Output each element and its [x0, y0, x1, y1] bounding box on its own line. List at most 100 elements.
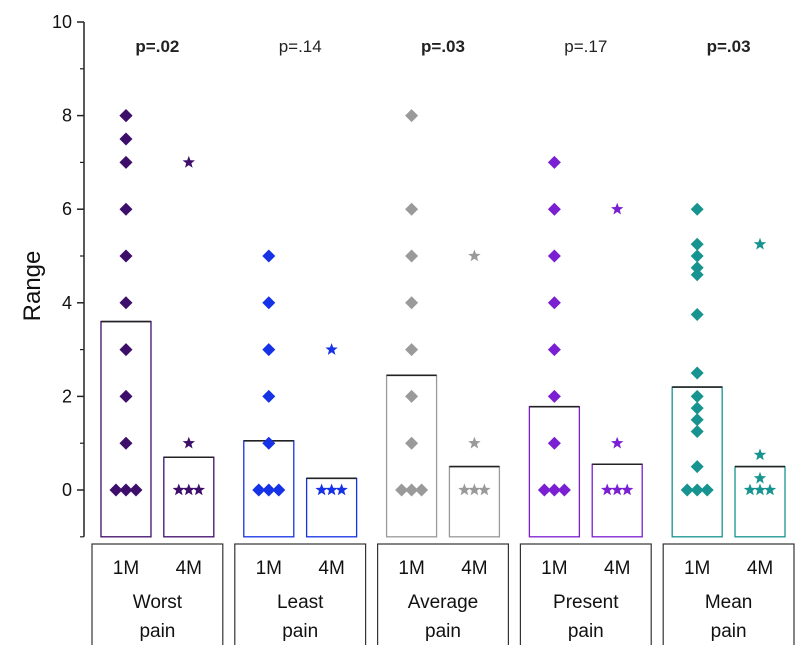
data-point: [325, 483, 338, 496]
data-point: [690, 268, 704, 282]
data-point: [272, 483, 286, 497]
data-point: [262, 296, 276, 310]
data-point: [325, 343, 338, 355]
data-point: [690, 237, 704, 251]
data-point: [547, 389, 561, 403]
data-point: [415, 483, 429, 497]
data-point: [680, 483, 694, 497]
p-value: p=.17: [564, 37, 607, 56]
category-box: [91, 543, 224, 645]
group-label: pain: [711, 621, 747, 642]
data-point: [119, 249, 133, 263]
data-point: [182, 155, 195, 168]
data-point: [743, 483, 757, 496]
data-point: [182, 483, 195, 496]
data-point: [468, 483, 481, 496]
data-point: [119, 389, 133, 403]
group-label: Average: [408, 592, 478, 613]
data-point: [547, 296, 561, 310]
x-tick-label: 4M: [747, 558, 773, 579]
y-axis-label: Range: [19, 251, 46, 322]
data-point: [468, 249, 481, 262]
data-point: [468, 436, 481, 449]
x-tick-label: 1M: [541, 558, 567, 579]
data-point: [262, 249, 276, 263]
data-point: [458, 483, 471, 496]
data-point: [182, 436, 195, 449]
data-point: [109, 483, 123, 497]
data-point: [690, 460, 704, 474]
p-values: p=.02 p=.14 p=.03 p=.17 p=.03: [135, 37, 750, 56]
data-point: [119, 155, 133, 169]
y-tick-label: 8: [62, 106, 72, 126]
x-tick-label: 1M: [684, 558, 710, 579]
data-point: [690, 413, 704, 427]
data-point: [690, 425, 704, 438]
category-box: [662, 543, 795, 645]
data-point: [119, 109, 133, 123]
group-label: Least: [277, 592, 324, 613]
data-point: [690, 483, 704, 497]
data-point: [262, 436, 276, 450]
group-label: pain: [139, 621, 175, 642]
data-point: [753, 483, 767, 496]
data-point: [315, 483, 328, 496]
data-point: [547, 436, 561, 450]
group-label: Mean: [705, 592, 753, 613]
x-tick-label: 4M: [176, 558, 202, 579]
data-point: [690, 249, 704, 263]
data-point: [690, 401, 704, 415]
bar: [528, 406, 581, 538]
data-point: [753, 471, 767, 484]
bar: [163, 456, 215, 538]
p-value: p=.03: [707, 37, 751, 56]
data-point: [611, 202, 624, 215]
data-point: [611, 436, 624, 449]
data-point: [119, 132, 133, 146]
data-point: [395, 483, 409, 497]
data-point: [119, 436, 133, 450]
y-axis: 0 2 4 6 8 10: [52, 12, 85, 538]
group-label: Worst: [133, 592, 183, 613]
data-point: [611, 483, 624, 496]
y-tick-label: 4: [62, 293, 72, 313]
data-point: [537, 483, 551, 497]
x-tick-label: 1M: [256, 558, 282, 579]
data-point: [478, 483, 491, 496]
data-point: [262, 389, 276, 403]
data-point: [547, 343, 561, 357]
x-tick-label: 1M: [113, 558, 139, 579]
p-value: p=.14: [279, 37, 322, 56]
data-point: [405, 296, 419, 310]
data-point: [172, 483, 185, 496]
data-point: [621, 483, 634, 496]
data-point: [405, 483, 419, 497]
data-point: [262, 483, 276, 497]
category-box: [519, 543, 652, 645]
data-point: [690, 308, 704, 321]
data-point: [405, 389, 419, 403]
p-value: p=.03: [421, 37, 465, 56]
data-point: [690, 202, 704, 216]
x-tick-label: 4M: [461, 558, 487, 579]
data-point: [192, 483, 205, 496]
category-box: [377, 543, 510, 645]
data-point: [763, 483, 777, 496]
category-labels: 1M 4M Worst pain 1M 4M Least pain 1M 4M Average pai…: [91, 543, 795, 645]
data-point: [405, 202, 419, 216]
y-tick-label: 10: [52, 12, 72, 32]
category-box: [234, 543, 367, 645]
data-point: [129, 483, 143, 497]
data-point: [690, 389, 704, 403]
data-point: [547, 202, 561, 216]
data-point: [405, 109, 419, 123]
p-value: p=.02: [135, 37, 179, 56]
data-point: [335, 483, 348, 496]
y-tick-label: 0: [62, 480, 72, 500]
data-point: [557, 483, 571, 497]
x-tick-label: 4M: [318, 558, 344, 579]
data-point: [690, 261, 704, 275]
y-tick-label: 2: [62, 386, 72, 406]
x-tick-label: 4M: [604, 558, 630, 579]
